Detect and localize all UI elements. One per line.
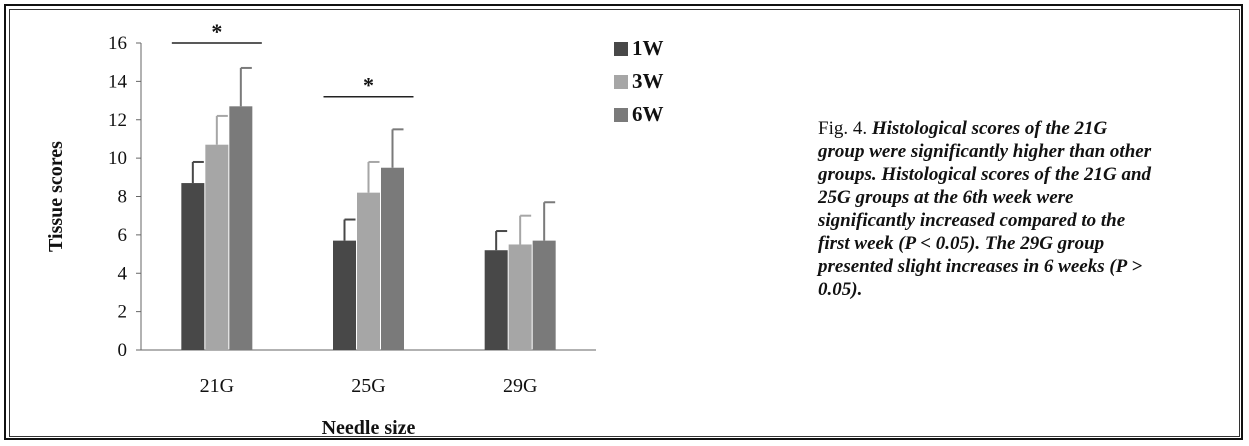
legend-label-6W: 6W	[632, 102, 664, 126]
figure-caption: Fig. 4. Histological scores of the 21G g…	[818, 117, 1158, 301]
x-tick-label: 25G	[351, 375, 385, 397]
legend-swatch-3W	[614, 75, 628, 89]
bar-chart: 0 2 4 6 8 10 12 14 16 21G 25G 29G * * Needle size Tissu…	[45, 19, 664, 439]
y-tick-label: 16	[108, 33, 127, 54]
legend-swatch-6W	[614, 108, 628, 122]
significance-star: *	[211, 19, 222, 44]
caption-lead: Fig. 4.	[818, 118, 872, 139]
bar-1W-21G	[181, 183, 205, 350]
bar-3W-25G	[357, 192, 380, 350]
y-tick-label: 14	[108, 71, 128, 92]
bar-6W-25G	[381, 167, 404, 350]
legend-swatch-1W	[614, 42, 628, 56]
bar-3W-21G	[205, 144, 229, 350]
bar-6W-29G	[532, 240, 556, 350]
figure-frame	[4, 4, 1243, 440]
significance-star: *	[363, 73, 374, 98]
bar-1W-29G	[484, 250, 508, 350]
legend-label-3W: 3W	[632, 69, 664, 93]
legend-label-1W: 1W	[632, 36, 664, 60]
bar-3W-29G	[508, 244, 532, 350]
y-tick-label: 2	[118, 302, 128, 323]
bar-1W-25G	[333, 240, 356, 350]
y-tick-label: 0	[118, 340, 128, 361]
y-tick-label: 10	[108, 148, 127, 169]
y-axis-title: Tissue scores	[45, 141, 67, 252]
x-tick-label: 21G	[200, 375, 234, 397]
x-axis-title: Needle size	[322, 417, 416, 439]
figure-inner-frame	[9, 9, 1240, 437]
y-tick-label: 4	[118, 263, 128, 284]
x-tick-label: 29G	[503, 375, 537, 397]
y-tick-label: 6	[118, 225, 128, 246]
y-tick-label: 8	[118, 187, 128, 208]
bar-6W-21G	[229, 106, 253, 350]
y-tick-label: 12	[108, 110, 127, 131]
caption-body: Histological scores of the 21G group wer…	[818, 118, 1152, 300]
